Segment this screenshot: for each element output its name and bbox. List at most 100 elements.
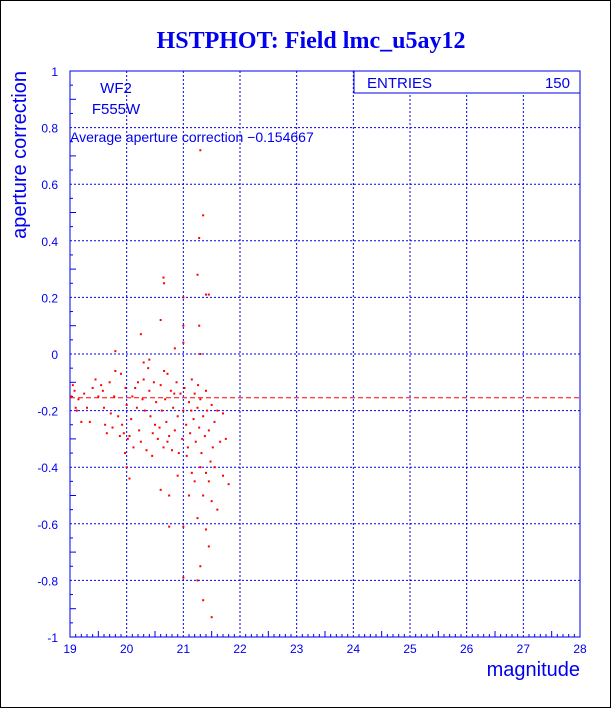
data-point (77, 398, 80, 401)
data-point (91, 386, 94, 389)
data-point (207, 480, 210, 483)
data-point (172, 406, 175, 409)
y-tick-label: 0.6 (41, 178, 58, 192)
data-point (101, 389, 104, 392)
data-point (75, 409, 78, 412)
data-point (177, 452, 180, 455)
data-point (210, 500, 213, 503)
data-point (222, 412, 224, 415)
data-point (196, 517, 199, 520)
data-point (202, 214, 205, 217)
data-point (148, 389, 151, 392)
y-tick-label: -1 (47, 631, 58, 645)
data-point (139, 333, 142, 336)
data-point (182, 409, 185, 412)
data-point (160, 409, 163, 412)
data-point (163, 369, 166, 372)
stats-box: ENTRIES 150 (353, 70, 581, 94)
x-axis-label: magnitude (487, 659, 580, 681)
data-point (190, 471, 193, 474)
data-point (162, 276, 165, 279)
data-point (171, 449, 173, 452)
data-point (125, 466, 128, 469)
data-point (175, 381, 178, 384)
stats-label: ENTRIES (367, 75, 432, 92)
data-point (130, 418, 133, 421)
data-point (103, 406, 105, 409)
data-point (169, 389, 172, 392)
data-point (162, 446, 165, 449)
data-point (97, 395, 100, 398)
data-point (207, 429, 210, 432)
data-point (143, 409, 146, 412)
data-point (188, 494, 190, 497)
filter-label: F555W (92, 101, 141, 118)
data-point (199, 565, 202, 568)
data-point (189, 432, 192, 435)
data-point (164, 398, 167, 401)
data-point (199, 466, 202, 469)
data-point (213, 420, 216, 423)
data-point (139, 440, 142, 443)
y-tick-label: 0 (51, 348, 58, 362)
data-point (198, 324, 201, 327)
data-point (188, 401, 190, 404)
data-point (117, 415, 120, 418)
y-tick-label: -0.2 (37, 405, 58, 419)
data-point (151, 454, 154, 457)
data-point (185, 454, 188, 457)
x-tick-label: 22 (233, 642, 247, 656)
data-point (207, 293, 210, 296)
x-tick-label: 20 (120, 642, 134, 656)
plot-frame (69, 70, 581, 638)
data-point (216, 508, 219, 511)
axis-ticks: 19 20 21 22 23 24 25 26 27 28 -1 -0.8 -0.6 -0.4 -0.2 0 0… (37, 65, 587, 656)
x-tick-label: 25 (403, 642, 417, 656)
data-points (70, 149, 230, 619)
data-point (224, 437, 227, 440)
data-point (203, 435, 206, 438)
data-point (197, 384, 200, 387)
data-point (202, 494, 205, 497)
data-point (202, 415, 205, 418)
data-point (216, 409, 219, 412)
data-point (166, 440, 169, 443)
data-point (185, 423, 188, 426)
x-tick-label: 21 (177, 642, 191, 656)
data-point (199, 353, 202, 355)
data-point (205, 293, 207, 296)
data-point (80, 420, 83, 423)
data-point (168, 435, 171, 438)
data-point (118, 435, 121, 438)
x-tick-label: 27 (517, 642, 531, 656)
data-point (206, 409, 209, 412)
data-point (209, 460, 212, 463)
data-point (210, 403, 213, 406)
data-point (159, 384, 162, 387)
data-point (173, 429, 176, 432)
data-point (126, 437, 129, 440)
data-point (219, 440, 222, 443)
data-point (105, 432, 108, 435)
stats-value: 150 (545, 75, 570, 92)
x-tick-label: 26 (460, 642, 474, 656)
data-point (166, 372, 169, 375)
data-point (190, 409, 193, 412)
data-point (108, 381, 111, 384)
y-tick-label: 0.8 (41, 122, 58, 136)
data-point (196, 406, 199, 409)
data-point (138, 429, 141, 432)
data-point (159, 319, 162, 322)
data-point (168, 494, 171, 497)
data-point (100, 384, 103, 387)
data-point (83, 392, 86, 395)
data-point (183, 386, 186, 389)
data-point (199, 149, 202, 152)
data-point (134, 386, 137, 389)
data-point (227, 483, 230, 486)
data-point (154, 423, 156, 426)
data-point (114, 350, 117, 353)
y-tick-label: 0.2 (41, 291, 58, 305)
data-point (182, 576, 185, 579)
